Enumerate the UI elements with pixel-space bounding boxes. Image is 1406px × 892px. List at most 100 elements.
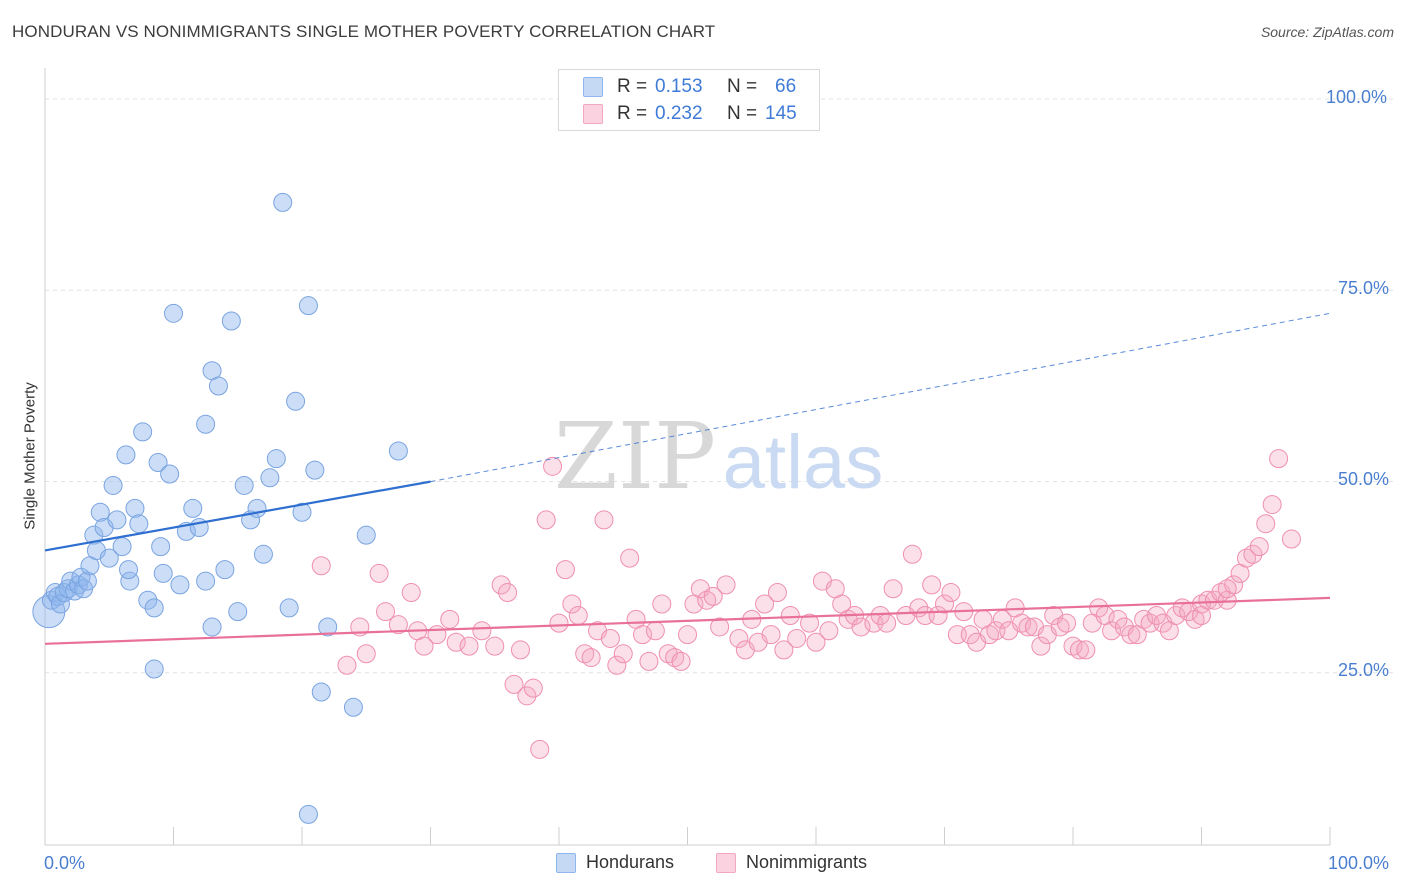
nonimmigrant-point <box>652 594 672 614</box>
legend-swatch-pink <box>716 852 736 873</box>
nonimmigrant-point <box>645 621 665 641</box>
nonimmigrant-point <box>620 548 640 568</box>
nonimmigrant-point <box>568 606 588 625</box>
watermark-zip: ZIP <box>554 403 716 510</box>
nonimmigrant-point <box>1121 625 1141 645</box>
nonimmigrant-point <box>581 648 601 668</box>
nonimmigrant-point <box>459 636 479 656</box>
nonimmigrant-point <box>671 651 691 671</box>
nonimmigrant-point <box>543 456 563 476</box>
axes <box>44 68 1331 846</box>
nonimmigrant-point <box>678 625 697 645</box>
honduran-point <box>170 575 190 595</box>
honduran-point <box>138 590 158 610</box>
honduran-point <box>196 571 216 591</box>
nonimmigrant-point <box>530 739 550 759</box>
nonimmigrant-point <box>1089 598 1109 618</box>
nonimmigrant-point <box>1281 529 1301 549</box>
honduran-point <box>228 602 248 622</box>
nonimmigrant-trend-line <box>44 596 1331 645</box>
nonimmigrant-point <box>1076 640 1096 660</box>
nonimmigrant-point <box>1102 621 1122 641</box>
nonimmigrant-point <box>517 686 537 706</box>
nonimmigrant-point <box>767 583 787 603</box>
legend-label-hondurans: Hondurans <box>586 852 675 872</box>
honduran-trend-line <box>44 480 431 552</box>
nonimmigrant-point <box>960 625 980 645</box>
chart-title: HONDURAN VS NONIMMIGRANTS SINGLE MOTHER … <box>12 22 716 41</box>
nonimmigrant-point <box>851 617 871 637</box>
honduran-point <box>84 525 104 545</box>
nonimmigrant-point <box>1147 606 1167 625</box>
nonimmigrant-point <box>883 579 903 599</box>
nonimmigrant-point <box>388 615 408 635</box>
nonimmigrant-point <box>761 625 781 645</box>
honduran-point <box>119 560 139 580</box>
series-legend: Hondurans Nonimmigrants <box>0 852 1406 876</box>
nonimmigrant-point <box>755 594 775 614</box>
nonimmigrant-point <box>1192 606 1211 625</box>
nonimmigrant-point <box>1166 606 1186 625</box>
legend-n-value: 66 <box>775 76 797 97</box>
nonimmigrant-point <box>787 628 807 648</box>
honduran-point <box>50 594 70 614</box>
honduran-point <box>164 303 183 323</box>
nonimmigrant-point <box>401 583 421 603</box>
nonimmigrant-point <box>922 575 942 595</box>
y-tick-100: 100.0% <box>1326 87 1388 107</box>
nonimmigrant-point <box>639 651 659 671</box>
nonimmigrant-point <box>1108 609 1128 629</box>
nonimmigrant-point <box>491 575 511 595</box>
nonimmigrant-point <box>510 640 530 660</box>
honduran-point <box>253 544 273 564</box>
nonimmigrant-point <box>369 563 389 583</box>
nonimmigrant-point <box>819 621 839 641</box>
honduran-point <box>286 391 306 411</box>
nonimmigrant-point <box>703 586 723 606</box>
honduran-point <box>183 498 203 518</box>
nonimmigrant-point <box>941 583 961 603</box>
honduran-point <box>99 548 119 568</box>
nonimmigrant-point <box>485 636 505 656</box>
nonimmigrant-point <box>562 594 582 614</box>
legend-swatch-blue <box>556 852 576 873</box>
nonimmigrant-point <box>555 560 575 580</box>
trend-lines <box>44 312 1331 645</box>
honduran-point <box>298 804 318 824</box>
nonimmigrant-point <box>1243 544 1263 564</box>
nonimmigrant-point <box>549 613 569 633</box>
nonimmigrant-point <box>1217 579 1237 599</box>
honduran-point <box>343 697 363 717</box>
nonimmigrant-point <box>594 510 614 530</box>
nonimmigrant-point <box>633 625 653 645</box>
nonimmigrant-point <box>523 678 543 698</box>
chart-source: Source: ZipAtlas.com <box>1260 24 1394 40</box>
nonimmigrant-point <box>1057 613 1077 633</box>
nonimmigrant-point <box>498 583 518 603</box>
nonimmigrant-point <box>1069 640 1089 660</box>
nonimmigrant-point <box>504 674 524 694</box>
nonimmigrant-point <box>800 613 820 633</box>
legend-swatch-pink <box>583 104 603 124</box>
honduran-point <box>112 537 132 557</box>
honduran-point <box>103 475 123 495</box>
nonimmigrant-point <box>613 644 633 664</box>
nonimmigrant-point <box>472 621 492 641</box>
honduran-point <box>116 445 136 465</box>
honduran-point <box>125 498 145 518</box>
nonimmigrant-point <box>1262 495 1282 515</box>
nonimmigrant-point <box>877 613 897 633</box>
nonimmigrant-point <box>311 556 331 576</box>
nonimmigrant-point <box>729 628 749 648</box>
y-tick-50: 50.0% <box>1338 469 1390 489</box>
legend-label-nonimmigrants: Nonimmigrants <box>746 852 868 872</box>
honduran-point <box>215 560 235 580</box>
correlation-legend: R = 0.153 N = 66 R = 0.232 N = 145 <box>558 69 820 131</box>
honduran-point <box>148 453 168 472</box>
nonimmigrant-point <box>774 640 794 660</box>
honduran-point <box>305 460 325 480</box>
series-nonimmigrants <box>311 449 1301 759</box>
honduran-point <box>133 422 153 442</box>
nonimmigrant-point <box>337 655 357 675</box>
